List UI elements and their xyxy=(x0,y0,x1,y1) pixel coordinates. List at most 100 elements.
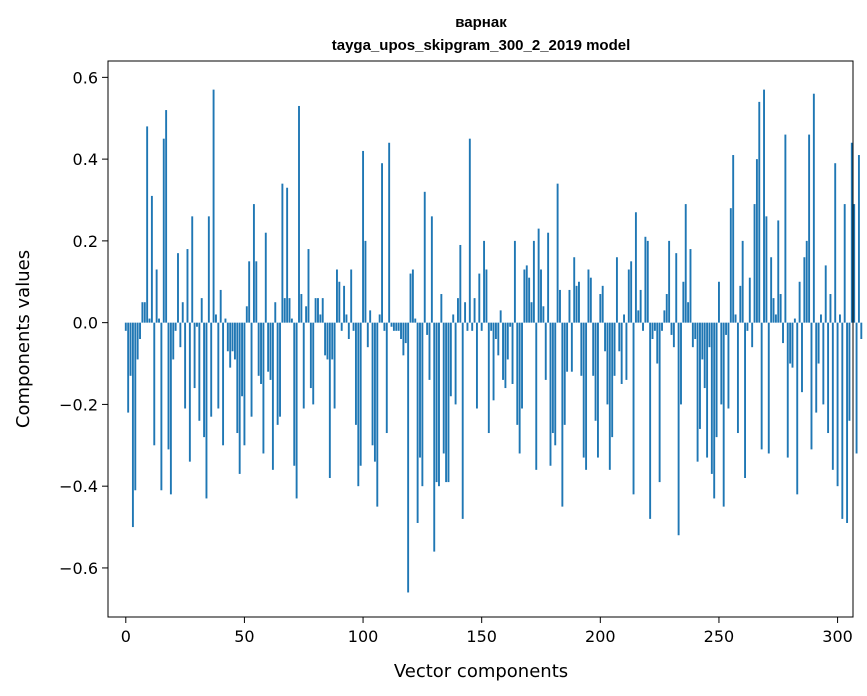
bar-48 xyxy=(238,322,241,474)
bar-112 xyxy=(390,322,393,327)
y-tick-label: −0.6 xyxy=(59,559,98,578)
bar-80 xyxy=(314,298,317,323)
bar-192 xyxy=(580,322,583,376)
bar-7 xyxy=(141,302,144,323)
bar-67 xyxy=(283,298,286,323)
bar-20 xyxy=(172,322,175,360)
bar-292 xyxy=(817,322,820,364)
bar-19 xyxy=(169,322,172,495)
bar-266 xyxy=(755,159,758,323)
bar-233 xyxy=(677,322,680,536)
bar-179 xyxy=(549,322,552,466)
x-tick-label: 300 xyxy=(822,627,853,646)
bar-246 xyxy=(708,322,711,348)
bar-195 xyxy=(587,269,590,323)
bar-289 xyxy=(810,322,813,450)
bar-162 xyxy=(509,322,512,327)
bar-277 xyxy=(782,322,784,344)
x-tick-label: 200 xyxy=(585,627,616,646)
bar-131 xyxy=(435,322,438,483)
bar-72 xyxy=(295,322,298,499)
bar-208 xyxy=(618,322,621,352)
bar-36 xyxy=(210,322,213,417)
bar-184 xyxy=(561,322,564,507)
bar-193 xyxy=(582,322,585,458)
bar-165 xyxy=(516,322,519,425)
bar-98 xyxy=(357,322,360,487)
bar-154 xyxy=(490,322,493,331)
bar-26 xyxy=(186,249,189,323)
bar-296 xyxy=(827,322,830,434)
bar-111 xyxy=(388,142,391,323)
bar-158 xyxy=(499,310,502,323)
bar-297 xyxy=(829,294,832,323)
y-tick-label: −0.4 xyxy=(59,477,98,496)
bar-264 xyxy=(751,322,754,348)
bar-269 xyxy=(763,89,765,323)
bar-254 xyxy=(727,322,730,409)
bar-27 xyxy=(188,322,191,462)
bar-143 xyxy=(464,302,467,323)
bar-283 xyxy=(796,322,799,495)
bar-74 xyxy=(300,294,303,323)
bar-307 xyxy=(853,204,856,323)
bar-232 xyxy=(675,253,678,323)
x-tick-label: 50 xyxy=(234,627,254,646)
bar-285 xyxy=(801,322,803,393)
bar-161 xyxy=(506,322,509,360)
bar-202 xyxy=(604,322,607,352)
bar-309 xyxy=(857,155,860,323)
bar-234 xyxy=(680,322,682,405)
bar-173 xyxy=(535,322,538,470)
bar-3 xyxy=(131,322,134,528)
bar-300 xyxy=(836,322,839,487)
bar-90 xyxy=(338,281,341,323)
bar-54 xyxy=(252,204,255,323)
bar-103 xyxy=(369,310,372,323)
bar-304 xyxy=(846,322,849,523)
bar-17 xyxy=(165,110,168,323)
bar-299 xyxy=(834,163,837,323)
bar-219 xyxy=(644,236,647,323)
bar-194 xyxy=(585,322,588,470)
bar-107 xyxy=(378,314,381,323)
bar-159 xyxy=(502,322,504,380)
bar-212 xyxy=(627,269,630,323)
bar-118 xyxy=(404,322,407,344)
bar-265 xyxy=(753,204,756,323)
bar-201 xyxy=(601,285,604,323)
bar-239 xyxy=(691,322,694,348)
bar-218 xyxy=(642,322,644,331)
bar-129 xyxy=(430,216,433,323)
bar-136 xyxy=(447,322,450,483)
bar-170 xyxy=(528,277,531,323)
bar-71 xyxy=(293,322,296,466)
bar-282 xyxy=(793,318,796,323)
bar-241 xyxy=(696,322,699,462)
bar-156 xyxy=(494,322,497,339)
y-tick-label: 0.0 xyxy=(73,314,98,333)
bar-1 xyxy=(127,322,130,413)
bar-198 xyxy=(594,322,597,421)
bar-288 xyxy=(808,134,811,323)
bar-8 xyxy=(143,302,146,323)
y-tick-label: 0.2 xyxy=(73,232,98,251)
bar-144 xyxy=(466,322,469,331)
bar-35 xyxy=(207,216,210,323)
bar-290 xyxy=(812,93,815,323)
bar-262 xyxy=(746,322,749,331)
bar-91 xyxy=(340,322,343,331)
bar-87 xyxy=(331,322,334,360)
bar-251 xyxy=(720,322,723,405)
bar-226 xyxy=(661,322,663,331)
bar-187 xyxy=(568,289,571,323)
bar-280 xyxy=(789,322,792,364)
bar-33 xyxy=(203,322,206,438)
bar-137 xyxy=(449,322,452,397)
x-tick-label: 0 xyxy=(121,627,131,646)
bar-0 xyxy=(124,322,127,331)
bar-276 xyxy=(779,294,782,323)
bar-189 xyxy=(573,257,576,323)
bar-228 xyxy=(665,294,668,323)
bar-41 xyxy=(222,322,225,446)
